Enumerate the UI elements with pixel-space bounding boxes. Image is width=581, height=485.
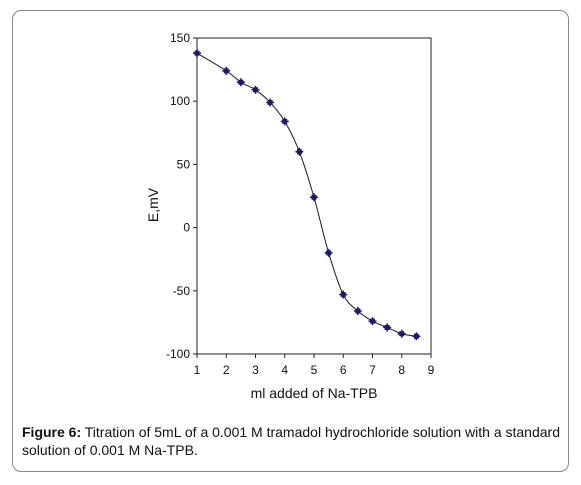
x-tick-label: 9: [428, 363, 435, 377]
x-tick-label: 6: [340, 363, 347, 377]
data-point: [222, 66, 231, 75]
x-tick-label: 3: [252, 363, 259, 377]
data-point: [339, 290, 348, 299]
data-point: [412, 332, 421, 341]
x-axis-label: ml added of Na-TPB: [251, 385, 378, 401]
data-point: [251, 85, 260, 94]
data-point: [310, 193, 318, 202]
data-point: [368, 317, 377, 326]
data-point: [193, 49, 201, 58]
caption-label: Figure 6:: [22, 424, 82, 440]
x-tick-label: 2: [223, 363, 230, 377]
y-tick-label: -100: [166, 347, 190, 361]
x-axis-ticks: 1 2 3 4 5 6 7 8 9: [194, 354, 435, 377]
data-point: [236, 78, 245, 87]
data-point: [383, 323, 392, 332]
series-line: [196, 52, 417, 337]
y-tick-label: 100: [170, 94, 190, 108]
data-point: [280, 117, 289, 126]
figure-caption: Figure 6: Titration of 5mL of a 0.001 M …: [22, 423, 562, 459]
x-tick-label: 8: [398, 363, 405, 377]
data-point: [353, 307, 362, 316]
y-tick-label: 150: [170, 31, 190, 45]
y-tick-label: 50: [177, 157, 191, 171]
x-tick-label: 5: [311, 363, 318, 377]
y-tick-label: -50: [173, 284, 191, 298]
data-markers: [193, 49, 421, 341]
x-tick-label: 4: [281, 363, 288, 377]
data-point: [266, 98, 275, 107]
data-point: [324, 248, 333, 257]
y-axis-label: E,mV: [145, 187, 161, 222]
y-axis-ticks: 150 100 50 0 -50 -100: [166, 31, 197, 361]
caption-text: Titration of 5mL of a 0.001 M tramadol h…: [22, 424, 560, 458]
plot-area: [196, 37, 432, 355]
figure-frame: [12, 10, 569, 472]
y-tick-label: 0: [183, 221, 190, 235]
x-tick-label: 7: [369, 363, 376, 377]
data-point: [295, 147, 304, 156]
x-tick-label: 1: [194, 363, 201, 377]
data-point: [397, 329, 406, 338]
